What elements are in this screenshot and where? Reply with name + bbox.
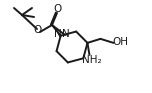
Text: O: O [34,25,42,35]
Text: O: O [54,4,62,14]
Text: N: N [54,29,62,39]
Text: N: N [62,29,70,39]
Text: OH: OH [112,37,128,47]
Text: NH₂: NH₂ [82,55,101,65]
